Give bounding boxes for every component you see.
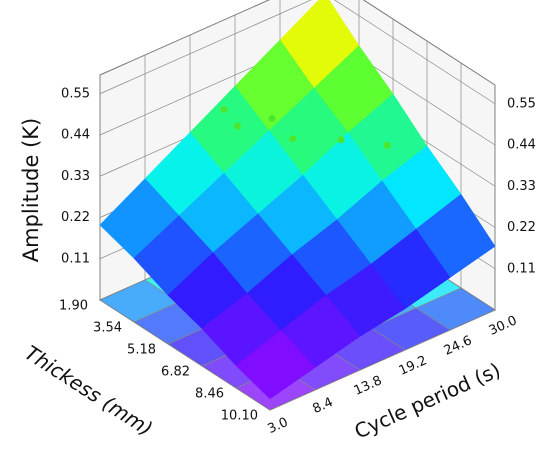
x-tick-label: 8.4 [311,395,336,417]
data-point [268,114,276,122]
floor-projection [371,308,450,350]
z-tick-label: 0.33 [61,169,90,184]
z-tick-label-right: 0.44 [507,138,536,153]
z-tick-label-right: 0.22 [507,220,536,235]
y-tick-label: 3.54 [93,321,122,336]
floor-projection [281,348,360,390]
floor-projection [416,288,495,330]
data-point [233,122,241,130]
x-tick-label: 13.8 [352,373,385,398]
y-tick-label: 1.90 [59,299,88,314]
data-point [289,135,297,143]
z-tick-label: 0.44 [61,128,90,143]
z-tick-label: 0.55 [61,86,90,101]
grid-line [99,0,496,105]
z-tick-label: 0.11 [61,251,90,266]
surface-cell [235,330,316,400]
x-tick-label: 30.0 [487,313,520,338]
floor-projection [100,280,179,322]
y-tick-label: 6.82 [161,365,190,380]
data-point [337,136,345,144]
y-tick-label: 8.46 [195,387,224,402]
floor-projection [326,328,405,370]
x-tick-label: 24.6 [442,333,475,358]
data-point [383,141,391,149]
z-axis-title: Amplitude (K) [19,118,43,262]
grid-line [269,85,496,411]
z-tick-label-right: 0.55 [507,96,536,111]
z-tick-label-right: 0.11 [507,261,536,276]
y-tick-label: 10.10 [221,409,258,424]
y-tick-label: 5.18 [127,343,156,358]
data-point [220,106,228,113]
z-tick-label: 0.22 [61,210,90,225]
x-axis-title: Cycle period (s) [351,358,504,444]
z-tick-label-right: 0.33 [507,179,536,194]
x-tick-label: 3.0 [266,415,291,437]
x-tick-label: 19.2 [397,353,430,378]
